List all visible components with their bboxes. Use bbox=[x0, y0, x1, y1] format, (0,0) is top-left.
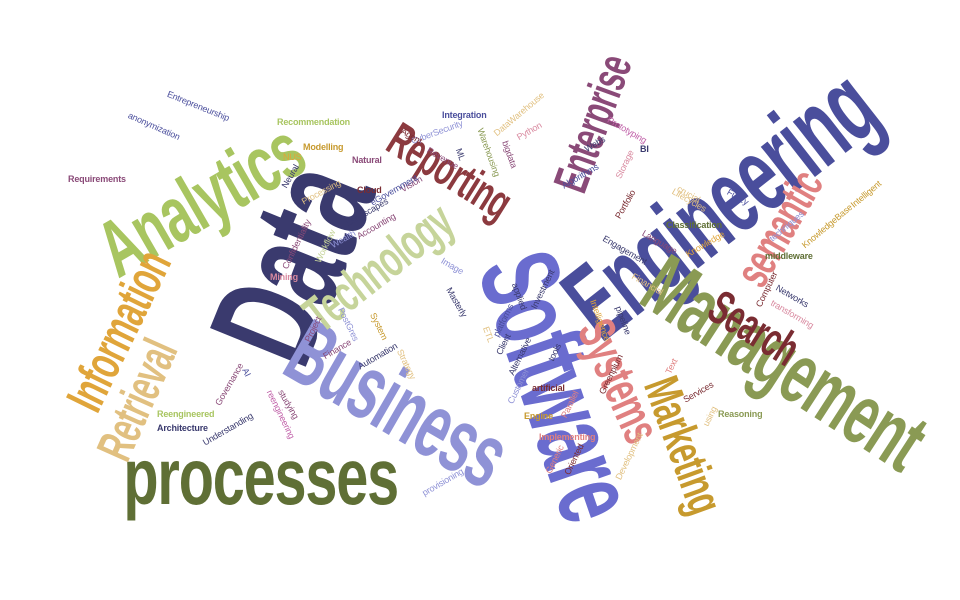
word-artificial: artificial bbox=[532, 383, 565, 393]
word-integration: Integration bbox=[442, 110, 487, 120]
word-mining: Mining bbox=[270, 272, 298, 282]
word-modelling: Modelling bbox=[303, 142, 344, 152]
word-entrepreneurship: Entrepreneurship bbox=[165, 89, 231, 124]
word-python: Python bbox=[515, 119, 544, 143]
word-cloud: Cloud bbox=[357, 185, 382, 195]
word-image: Image bbox=[439, 255, 466, 277]
word-reasoning: Reasoning bbox=[718, 409, 763, 419]
word-anonymization: anonymization bbox=[126, 110, 182, 142]
word-storage: Storage bbox=[613, 148, 636, 181]
word-architecture: Architecture bbox=[157, 423, 208, 433]
word-requirements: Requirements bbox=[68, 174, 126, 184]
word-intelligent: Intelligent bbox=[848, 178, 884, 210]
word-middleware: middleware bbox=[765, 251, 813, 261]
word-processes: processes bbox=[123, 432, 399, 521]
word-ai: AI bbox=[240, 366, 253, 379]
word-nus: NUS bbox=[283, 152, 302, 162]
word-bi: BI bbox=[640, 144, 649, 154]
word-governance: Governance bbox=[213, 361, 246, 408]
word-classification: Classification bbox=[666, 220, 722, 230]
word-implementing: Implementing bbox=[539, 432, 596, 442]
word-natural: Natural bbox=[352, 155, 382, 165]
word-engine: Engine bbox=[524, 411, 553, 421]
word-reengineered: Reengineered bbox=[157, 409, 215, 419]
word-bigdata: bigdata bbox=[500, 139, 520, 170]
word-recommendation: Recommendation bbox=[277, 117, 350, 127]
word-using: using bbox=[700, 404, 719, 428]
